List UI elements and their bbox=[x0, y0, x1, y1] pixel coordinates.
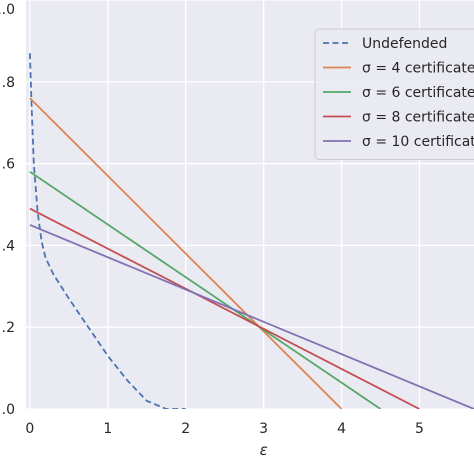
legend-entry: σ = 4 certificate bbox=[362, 61, 474, 77]
y-tick-label: .0 bbox=[2, 402, 15, 418]
legend-box bbox=[314, 28, 474, 160]
x-tick-label: 5 bbox=[415, 421, 424, 437]
legend: Undefended σ = 4 certificate σ = 6 certifi… bbox=[314, 28, 474, 160]
y-tick-label: .4 bbox=[2, 238, 15, 254]
x-tick-label: 3 bbox=[259, 421, 268, 437]
x-tick-label: 4 bbox=[337, 421, 346, 437]
y-tick-label: 1.0 bbox=[0, 2, 15, 18]
series-layer bbox=[29, 53, 474, 409]
x-tick-label: 0 bbox=[25, 421, 34, 437]
legend-entry: σ = 6 certificate bbox=[362, 85, 474, 101]
tick-labels: 0 1 2 3 4 5 .0 .2 .4 .6 .8 1.0 bbox=[0, 2, 424, 437]
series-line-0 bbox=[29, 53, 186, 409]
legend-entry: Undefended bbox=[362, 36, 447, 52]
series-line-1 bbox=[29, 97, 343, 409]
x-axis-label: ε bbox=[260, 441, 268, 459]
x-tick-label: 2 bbox=[181, 421, 190, 437]
series-line-2 bbox=[29, 171, 382, 409]
y-tick-label: .8 bbox=[2, 75, 15, 91]
x-tick-label: 1 bbox=[103, 421, 112, 437]
legend-entry: σ = 8 certificate bbox=[362, 110, 474, 126]
series-line-4 bbox=[29, 224, 474, 409]
y-tick-label: .2 bbox=[2, 320, 15, 336]
y-tick-label: .6 bbox=[2, 157, 15, 173]
legend-entry: σ = 10 certificate bbox=[362, 134, 474, 150]
series-line-3 bbox=[29, 207, 420, 409]
